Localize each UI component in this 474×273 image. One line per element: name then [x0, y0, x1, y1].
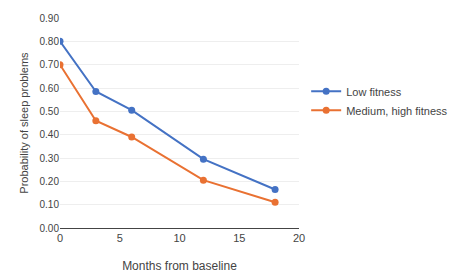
- svg-text:0: 0: [57, 232, 63, 244]
- svg-text:0.90: 0.90: [40, 13, 60, 24]
- svg-text:0.50: 0.50: [40, 106, 60, 117]
- svg-text:Months from baseline: Months from baseline: [122, 259, 237, 273]
- svg-text:0.30: 0.30: [40, 153, 60, 164]
- svg-text:Low fitness: Low fitness: [346, 86, 402, 98]
- svg-text:10: 10: [173, 232, 185, 244]
- svg-text:0.40: 0.40: [40, 129, 60, 140]
- svg-text:Probability of sleep problems: Probability of sleep problems: [18, 52, 30, 194]
- svg-text:20: 20: [293, 232, 305, 244]
- svg-text:0.20: 0.20: [40, 176, 60, 187]
- svg-text:0.10: 0.10: [40, 199, 60, 210]
- svg-text:15: 15: [233, 232, 245, 244]
- svg-text:0.00: 0.00: [40, 223, 60, 234]
- svg-text:0.70: 0.70: [40, 59, 60, 70]
- svg-text:5: 5: [117, 232, 123, 244]
- svg-text:0.60: 0.60: [40, 83, 60, 94]
- svg-text:0.80: 0.80: [40, 36, 60, 47]
- svg-text:Medium, high fitness: Medium, high fitness: [346, 105, 447, 117]
